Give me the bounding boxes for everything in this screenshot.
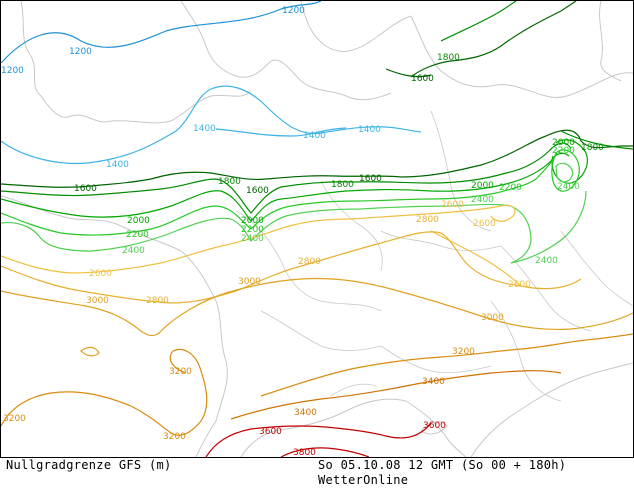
coastlines bbox=[1, 1, 633, 457]
map-panel: 1200 1200 1200 1400 1400 1400 1400 1600 … bbox=[0, 0, 634, 458]
isoline-2600-b bbox=[430, 230, 522, 287]
label-3600: 3600 bbox=[259, 427, 282, 437]
label-3800: 3800 bbox=[293, 448, 316, 457]
label-3000: 3000 bbox=[238, 277, 261, 287]
label-2600: 2600 bbox=[473, 219, 496, 229]
isoline-1600-c bbox=[385, 68, 432, 78]
isoline-labels: 1200 1200 1200 1400 1400 1400 1400 1600 … bbox=[1, 6, 604, 457]
label-1200: 1200 bbox=[69, 47, 92, 57]
isoline-3200-b bbox=[260, 333, 633, 397]
label-1400: 1400 bbox=[358, 125, 381, 135]
map-title: Nullgradgrenze GFS (m) bbox=[6, 458, 172, 472]
label-3200: 3200 bbox=[163, 432, 186, 442]
freezing-level-map: 1200 1200 1200 1400 1400 1400 1400 1600 … bbox=[1, 1, 633, 457]
isoline-2000 bbox=[1, 152, 570, 222]
label-2000: 2000 bbox=[552, 138, 575, 148]
label-2600: 2600 bbox=[508, 280, 531, 290]
label-1400: 1400 bbox=[106, 160, 129, 170]
isolines bbox=[1, 1, 633, 457]
label-2400: 2400 bbox=[241, 234, 264, 244]
label-2400: 2400 bbox=[471, 195, 494, 205]
isoline-3800 bbox=[280, 447, 370, 457]
label-2800: 2800 bbox=[416, 215, 439, 225]
label-3400: 3400 bbox=[294, 408, 317, 418]
label-2200: 2200 bbox=[241, 225, 264, 235]
label-1400: 1400 bbox=[193, 124, 216, 134]
label-2200: 2200 bbox=[499, 183, 522, 193]
label-2200: 2200 bbox=[552, 146, 575, 156]
isoline-1400-b bbox=[215, 127, 347, 137]
label-1200: 1200 bbox=[1, 66, 24, 76]
label-2800: 2800 bbox=[298, 257, 321, 267]
isoline-3200 bbox=[1, 348, 208, 436]
map-footer: Nullgradgrenze GFS (m) So 05.10.08 12 GM… bbox=[0, 458, 634, 490]
isoline-2000-b bbox=[551, 139, 588, 184]
label-2400: 2400 bbox=[122, 246, 145, 256]
label-2000: 2000 bbox=[241, 216, 264, 226]
label-2000: 2000 bbox=[471, 181, 494, 191]
isoline-2200-b bbox=[551, 149, 580, 192]
label-1600: 1600 bbox=[411, 74, 434, 84]
label-3000: 3000 bbox=[481, 313, 504, 323]
isoline-1200 bbox=[1, 1, 322, 64]
isoline-2400-b bbox=[510, 190, 587, 264]
isoline-1600 bbox=[1, 129, 633, 188]
label-1800: 1800 bbox=[581, 143, 604, 153]
isoline-1400 bbox=[1, 85, 422, 164]
label-1800: 1800 bbox=[437, 53, 460, 63]
label-3200: 3200 bbox=[452, 347, 475, 357]
label-2400: 2400 bbox=[535, 256, 558, 266]
label-3200: 3200 bbox=[3, 414, 26, 424]
label-1600: 1600 bbox=[359, 174, 382, 184]
isoline-3400 bbox=[230, 370, 562, 420]
label-2000: 2000 bbox=[127, 216, 150, 226]
isoline-1800 bbox=[1, 142, 572, 214]
label-3200: 3200 bbox=[169, 367, 192, 377]
label-3000: 3000 bbox=[86, 296, 109, 306]
label-2600: 2600 bbox=[441, 200, 464, 210]
isoline-2200 bbox=[1, 152, 558, 236]
isoline-1600-b bbox=[410, 1, 577, 78]
isoline-2400-c bbox=[555, 162, 574, 183]
isoline-3000-b bbox=[80, 346, 100, 357]
isoline-3000 bbox=[1, 277, 633, 337]
label-2400: 2400 bbox=[557, 182, 580, 192]
isoline-2800 bbox=[1, 231, 582, 304]
label-1200: 1200 bbox=[282, 6, 305, 16]
brand-name: WetterOnline bbox=[318, 473, 409, 487]
label-3600: 3600 bbox=[423, 421, 446, 431]
label-2600: 2600 bbox=[89, 269, 112, 279]
label-1600: 1600 bbox=[74, 184, 97, 194]
forecast-time: So 05.10.08 12 GMT (So 00 + 180h) bbox=[318, 458, 567, 472]
country-borders bbox=[235, 110, 633, 402]
label-2800: 2800 bbox=[146, 296, 169, 306]
label-1800: 1800 bbox=[331, 180, 354, 190]
label-1400: 1400 bbox=[303, 131, 326, 141]
isoline-1800-c bbox=[440, 1, 517, 42]
label-3400: 3400 bbox=[422, 377, 445, 387]
isoline-1800-b bbox=[560, 130, 633, 150]
isoline-2600 bbox=[1, 204, 516, 274]
label-1600: 1600 bbox=[246, 186, 269, 196]
label-1800: 1800 bbox=[218, 177, 241, 187]
isoline-3600 bbox=[205, 422, 432, 457]
label-2200: 2200 bbox=[126, 230, 149, 240]
